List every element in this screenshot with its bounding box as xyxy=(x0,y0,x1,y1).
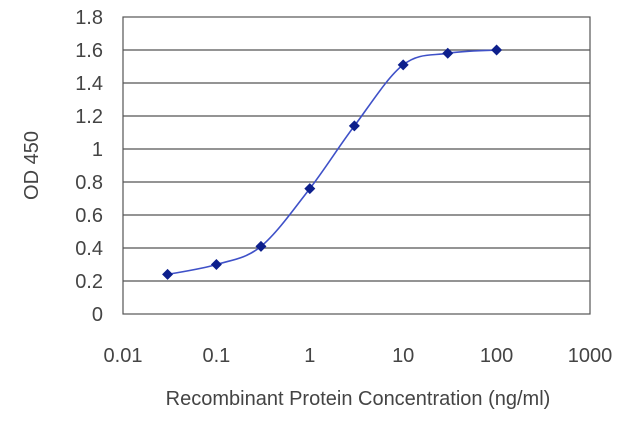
series-markers xyxy=(162,44,503,280)
data-point xyxy=(348,120,360,132)
data-point xyxy=(304,183,316,195)
y-axis-label: OD 450 xyxy=(21,131,43,200)
data-point xyxy=(162,268,174,280)
x-axis-ticks: 0.01 0.1 1 10 100 1000 xyxy=(104,345,613,367)
x-tick-label: 10 xyxy=(392,345,414,367)
x-tick-label: 1 xyxy=(304,345,315,367)
y-tick-label: 1 xyxy=(92,139,103,161)
y-tick-label: 1.2 xyxy=(75,106,103,128)
y-tick-label: 1.6 xyxy=(75,40,103,62)
y-tick-label: 0.6 xyxy=(75,205,103,227)
y-tick-label: 0 xyxy=(92,304,103,326)
gridlines xyxy=(123,49,590,282)
y-tick-label: 0.8 xyxy=(75,172,103,194)
y-tick-label: 1.4 xyxy=(75,73,103,95)
data-point xyxy=(255,240,267,252)
series-line xyxy=(167,49,497,276)
plot-frame xyxy=(122,16,591,315)
data-point xyxy=(442,47,454,59)
x-tick-label: 1000 xyxy=(568,345,613,367)
x-tick-label: 0.01 xyxy=(104,345,143,367)
y-tick-label: 1.8 xyxy=(75,7,103,29)
x-axis-label: Recombinant Protein Concentration (ng/ml… xyxy=(166,388,551,410)
y-tick-label: 0.4 xyxy=(75,238,103,260)
data-point xyxy=(210,259,222,270)
data-point xyxy=(397,59,409,71)
data-point xyxy=(491,44,503,56)
x-tick-label: 100 xyxy=(480,345,513,367)
x-tick-label: 0.1 xyxy=(202,345,230,367)
y-tick-label: 0.2 xyxy=(75,271,103,293)
y-axis-ticks: 0 0.2 0.4 0.6 0.8 1 1.2 1.4 1.6 1.8 xyxy=(75,7,103,326)
